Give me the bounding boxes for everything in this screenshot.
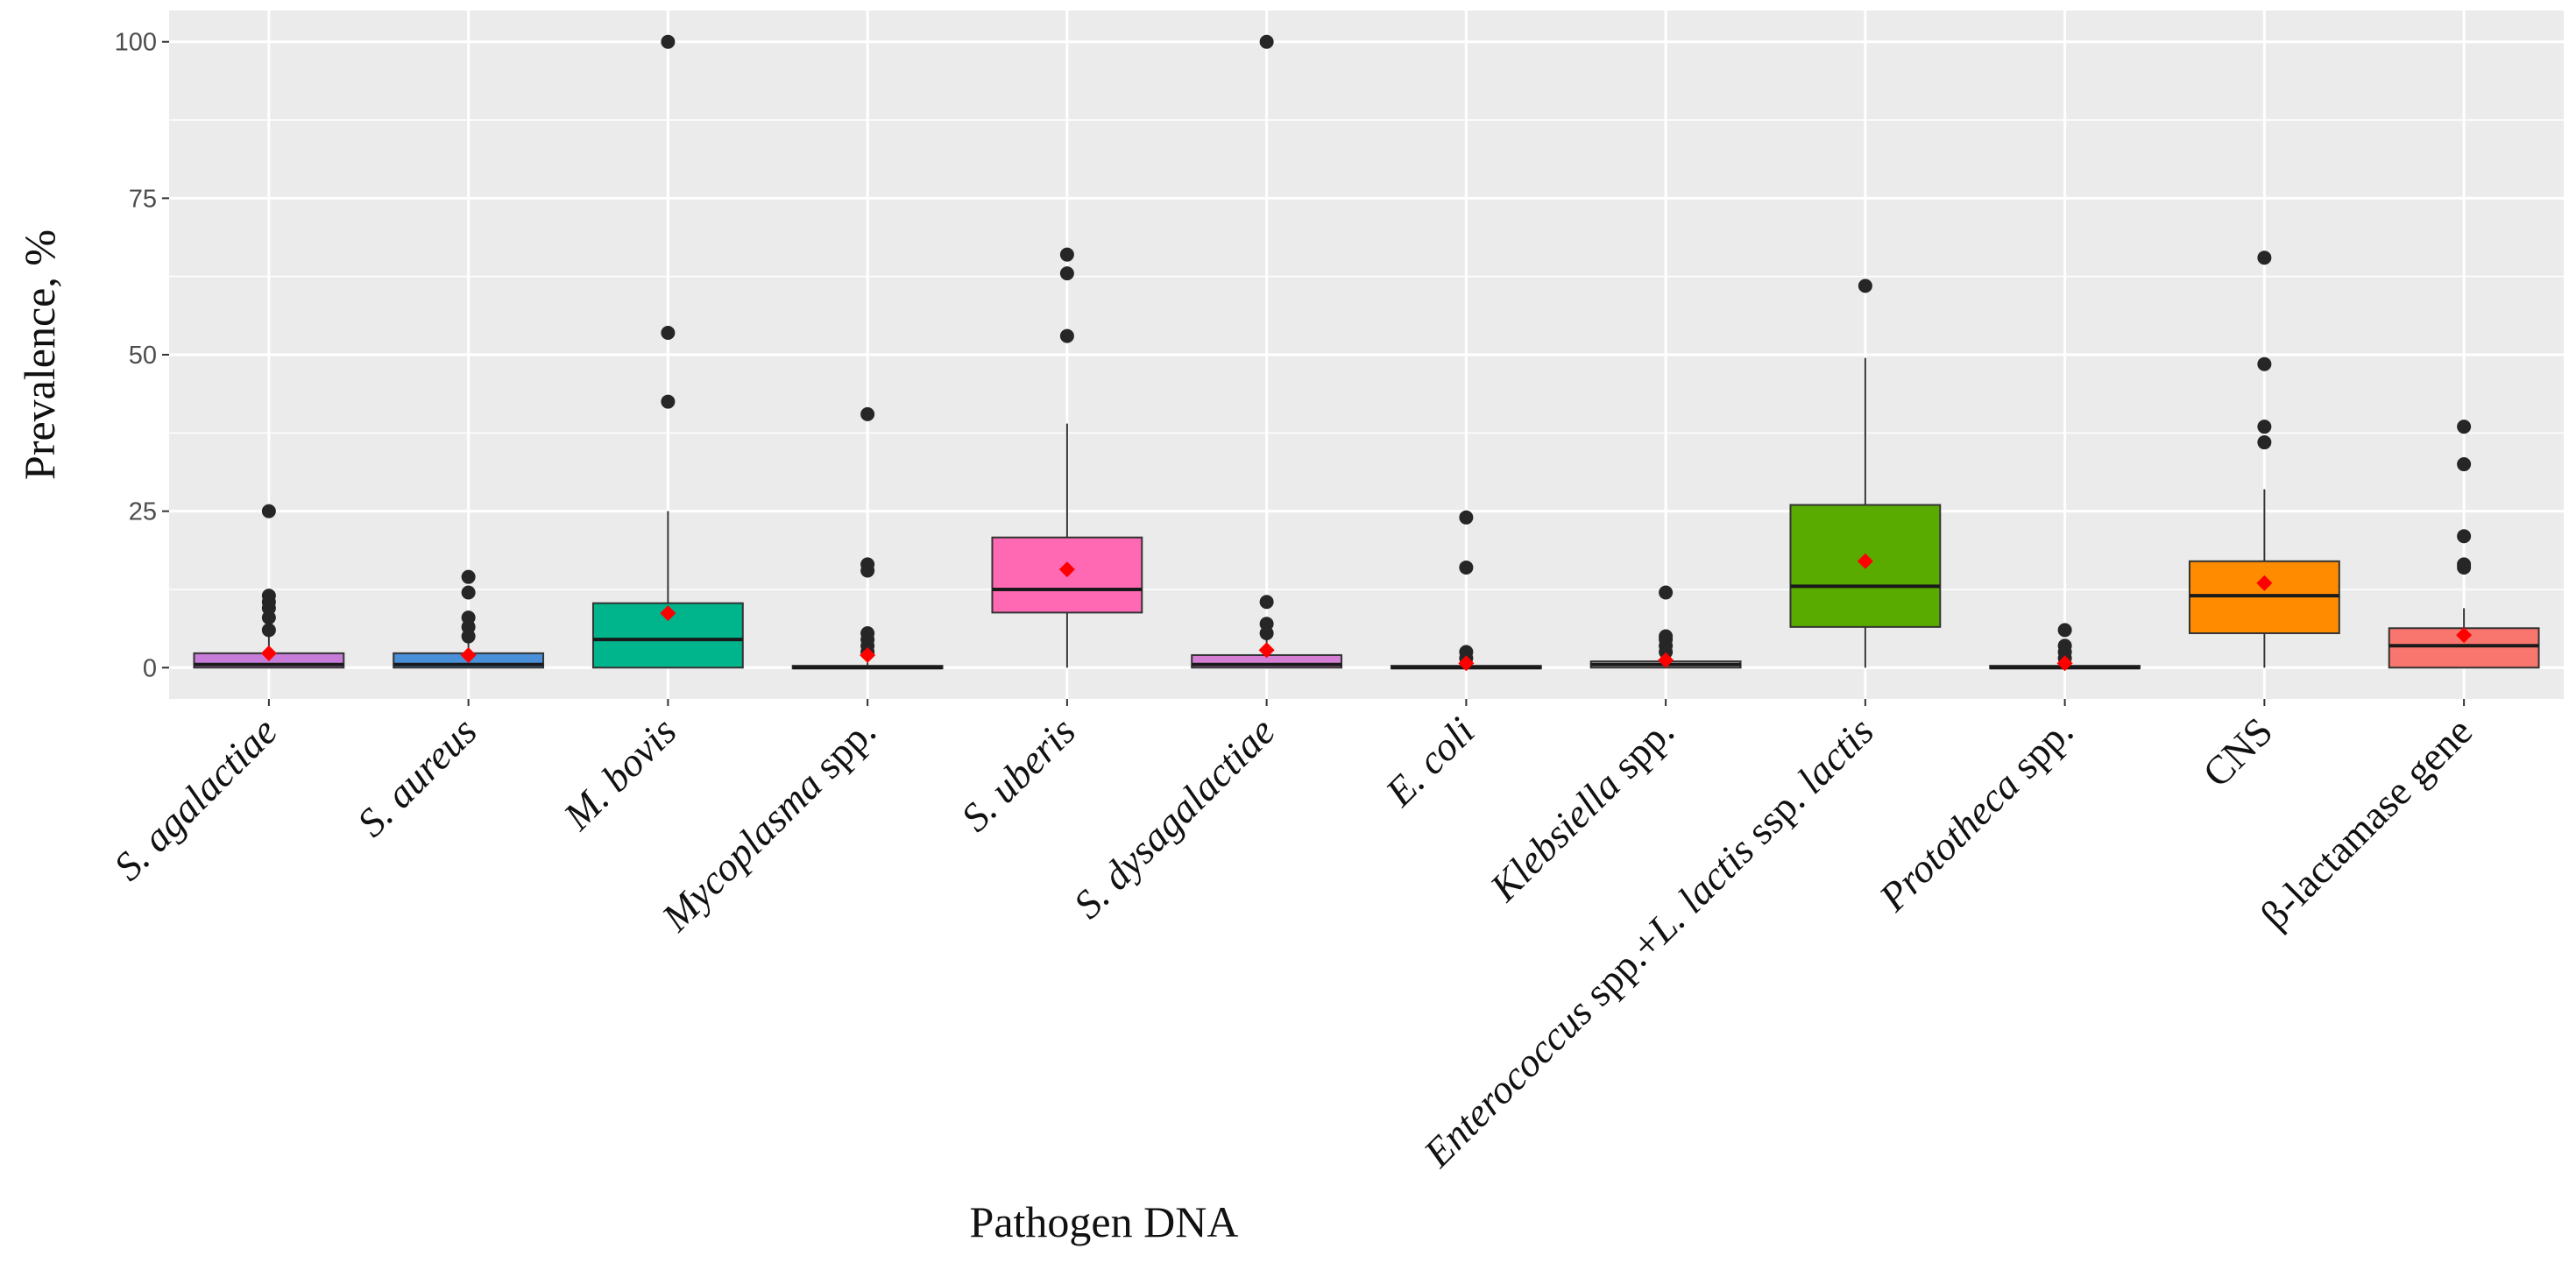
x-tick-label-part: Prototheca [1870,762,2028,920]
x-tick-label: Mycoplasma spp. [653,709,884,940]
outlier-point [2457,457,2472,472]
outlier-point [1259,34,1274,49]
box-group [591,34,744,669]
x-tick-label-part: CNS [2194,709,2281,795]
outlier-point [661,394,676,409]
box-group [1589,585,1742,669]
outlier-point [1659,629,1674,644]
outlier-point [1659,585,1674,600]
outlier-point [461,569,476,584]
y-axis-label: Prevalence, % [15,229,64,480]
minor-gridlines [169,119,2564,590]
y-tick-label: 75 [129,185,157,213]
outlier-point [2057,638,2072,653]
outlier-point [2257,250,2272,265]
x-tick-label-part: M. bovis [555,709,685,839]
outlier-point [1858,279,1872,293]
y-tick-label: 50 [129,342,157,370]
mean-marker [1658,652,1674,668]
outlier-point [261,504,276,519]
y-axis: 0 25 50 75 100 [115,29,169,682]
outlier-point [261,589,276,603]
x-tick-label: M. bovis [555,709,685,839]
mean-marker [660,605,676,622]
outlier-point [2257,356,2272,371]
outlier-point [1459,510,1474,525]
x-tick-label-part: S. uberis [952,709,1084,840]
x-tick-label-part: S. agalactiae [105,709,286,889]
x-tick-label-part: E. coli [1376,709,1483,815]
x-axis-label: Pathogen DNA [970,1197,1239,1246]
y-tick-label: 0 [143,654,157,682]
x-tick-label-part: Klebsiella [1481,762,1629,910]
mean-marker [860,646,876,663]
box-group [1390,510,1542,672]
mean-marker [260,645,277,661]
outlier-point [2457,557,2472,572]
mean-marker [1458,655,1475,672]
mean-marker [2256,575,2273,591]
mean-marker [1258,642,1275,659]
outlier-point [860,406,875,421]
x-tick-label: S. aureus [349,709,485,845]
x-tick-label: Klebsiella spp. [1481,709,1682,910]
y-tick-label: 100 [115,29,157,57]
outlier-point [860,557,875,572]
box [591,602,744,669]
box-group [991,247,1143,668]
box-group [1191,34,1343,669]
outlier-point [461,585,476,600]
box-group [1789,279,1942,668]
box-group [2188,250,2340,668]
outlier-point [1259,595,1274,610]
mean-marker [1058,561,1075,578]
outlier-point [1459,560,1474,575]
box-group [193,504,345,669]
x-tick-label: β-lactamase gene [2252,709,2480,937]
x-tick-label: S. agalactiae [105,709,286,889]
outlier-point [1259,617,1274,631]
outlier-point [261,623,276,638]
mean-marker [460,646,477,663]
mean-marker [2456,627,2473,644]
outlier-point [1059,266,1074,281]
x-tick-label: E. coli [1376,709,1483,815]
x-tick-label-part: Enterococcus [1414,990,1601,1176]
mean-marker [2056,655,2073,672]
x-tick-label-part: S. aureus [349,709,485,845]
box-group [393,569,545,669]
y-tick-label: 25 [129,498,157,526]
outlier-point [1459,645,1474,660]
outlier-point [2457,420,2472,434]
x-tick-label-part: S. dysagalactiae [1065,709,1283,927]
x-tick-label-part: L. lactis [1638,828,1763,952]
x-tick-label: Prototheca spp. [1870,709,2082,921]
x-tick-label: Enterococcus spp.+L. lactis ssp. lactis [1414,709,1882,1176]
outlier-point [860,625,875,640]
box-group [2388,420,2540,669]
x-tick-label-part: Mycoplasma [653,762,831,940]
x-tick-label: S. uberis [952,709,1084,840]
outlier-point [2257,435,2272,450]
box-group [1989,623,2141,672]
outlier-point [661,325,676,340]
outlier-point [661,34,676,49]
outlier-point [2457,529,2472,544]
boxes [193,34,2540,672]
x-tick-label: CNS [2194,709,2281,795]
x-tick-label-part: β-lactamase gene [2252,709,2480,937]
outlier-point [1059,247,1074,262]
outlier-point [461,610,476,625]
outlier-point [2057,623,2072,638]
box-group [791,406,944,670]
x-tick-label: S. dysagalactiae [1065,709,1283,927]
outlier-point [1059,328,1074,343]
x-axis: S. agalactiae S. aureus M. bovisMycoplasma… [105,699,2480,1176]
outlier-point [2257,420,2272,434]
mean-marker [1857,553,1873,569]
